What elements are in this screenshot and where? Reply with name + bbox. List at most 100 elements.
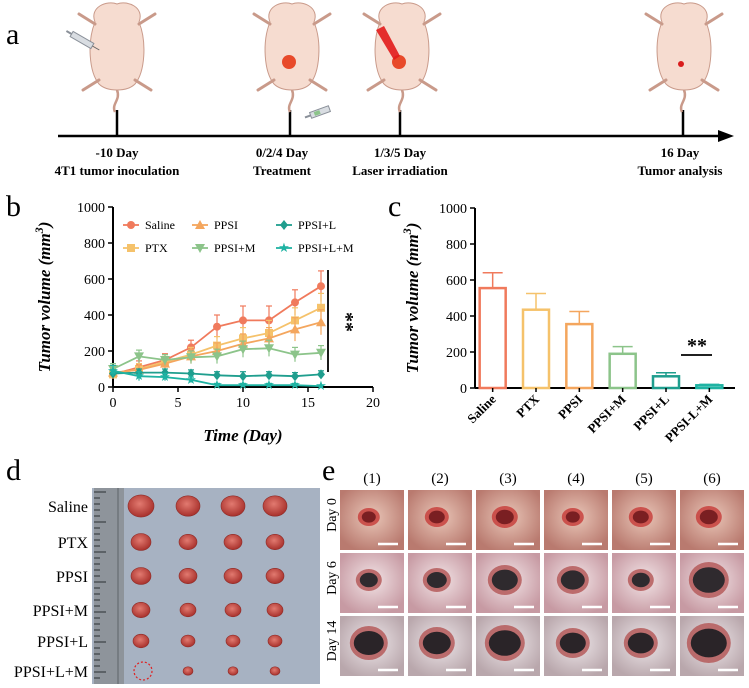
row-label: Day 0 [325,498,340,532]
data-point [212,352,222,362]
data-point: ★ [289,377,301,392]
wound-photo [340,490,404,550]
x-tick-label: PPSI+L [630,391,672,433]
wound-area [631,572,650,588]
wound-photo [340,553,404,613]
x-tick-label: 15 [301,396,315,411]
x-axis-title: Time (Day) [203,426,282,445]
wound-area [559,632,586,654]
tumor-specimen [127,494,155,518]
data-point: ★ [263,377,275,392]
row-label: Saline [48,499,88,516]
wound-photo [408,616,472,676]
y-tick-label: 0 [98,381,105,396]
wound-photo [476,490,540,550]
legend-marker: ★ [278,240,290,255]
tumor-specimen [220,495,246,517]
column-label: (4) [567,471,585,487]
legend-item: PPSI [192,218,238,232]
data-point [264,344,274,354]
timeline-event-2: Treatment [253,163,312,178]
timeline: -10 Day 4T1 tumor inoculation 0/2/4 Day … [55,110,734,178]
x-tick-label: PPSI [555,392,586,423]
y-tick-label: 600 [84,273,105,288]
timeline-event-1: 4T1 tumor inoculation [55,163,180,178]
tumor-specimen [224,602,242,618]
tumor-specimen [179,602,197,618]
data-point [160,356,170,365]
tumor-specimen [269,666,281,676]
data-point [290,350,300,360]
y-axis-title: Tumor volume (mm3) [400,223,422,374]
legend-label: PPSI+L+M [298,241,354,255]
legend-label: PPSI+M [214,241,256,255]
wound-area [632,510,649,524]
mouse-illustration-inoculation [77,2,157,113]
wound-photo [612,490,676,550]
wound-area [565,511,580,523]
data-point: ★ [159,369,171,384]
data-point [239,371,247,382]
tail-syringe-icon [304,105,332,119]
data-point [239,316,247,325]
significance-label: ** [687,335,707,357]
row-label: PTX [58,535,89,552]
mouse-illustration-laser [362,2,442,113]
tumor-specimen [262,495,288,517]
series-ppsi-plus-l-plus-m: ★ ★ ★ ★ ★ ★ ★ ★ ★ [107,363,327,393]
legend-label: PPSI+L [298,218,336,232]
significance-label: ** [335,312,357,332]
laser-beam-icon [376,26,400,60]
tumor-photo-grid: Saline PTX PPSI PPSI+M PPSI+L PPSI+L+M [14,494,288,681]
x-tick-label: PTX [513,391,542,420]
tumor-specimen [265,568,285,584]
row-label: PPSI+L+M [14,664,88,681]
panel-label-e: e [322,454,335,487]
y-tick-label: 600 [446,274,467,289]
x-tick-label: PPSI-L+M [662,392,716,446]
wound-photo [408,553,472,613]
wound-photo [680,616,744,676]
data-point [134,352,144,362]
bar [651,375,681,390]
bar [695,384,724,390]
wound-area [495,509,514,525]
tumor-specimen [182,666,194,676]
data-point: ★ [185,372,197,387]
wound-area [627,632,654,654]
y-axis-title: Tumor volume (mm3) [32,222,54,373]
wound-area [428,510,445,524]
x-tick-label: 20 [366,396,380,411]
wound-area [353,631,384,655]
tumor-specimen [267,634,283,648]
data-point [291,298,299,307]
tumor-specimen [132,633,150,649]
panel-label-d: d [6,454,21,487]
legend-item: PPSI+L [276,218,336,232]
series-line [112,369,322,387]
legend: Saline PPSI PPSI+L PTX PPSI+M ★ PPSI+L+M [123,218,354,255]
data-point [161,367,169,378]
line-chart-tumor-growth: 0 200 400 600 800 1000 0 5 10 15 20 Time (Day) Tumor… [32,201,380,445]
timeline-day-2: 0/2/4 Day [256,145,309,160]
row-label: PPSI+M [33,603,88,620]
wound-area [359,572,378,588]
mouse-illustration-analysis [644,2,724,113]
timeline-event-4: Tumor analysis [638,163,723,178]
tumor-specimen [131,602,151,618]
column-label: (3) [499,471,517,487]
y-tick-label: 800 [446,238,467,253]
y-tick-label: 1000 [439,202,467,217]
series-ppsi-plus-m [108,339,326,375]
data-point: ★ [133,368,145,383]
data-point [265,370,273,381]
data-point: ★ [107,363,119,378]
column-label: (1) [363,471,381,487]
wound-photo [612,616,676,676]
bar-chart-final-volume: 0 200 400 600 800 1000 Tumor volume (mm3) Salin… [400,202,735,445]
data-point: ★ [211,377,223,392]
wound-area [491,569,518,591]
legend-label: PTX [145,241,168,255]
tumor-specimen [223,534,243,550]
